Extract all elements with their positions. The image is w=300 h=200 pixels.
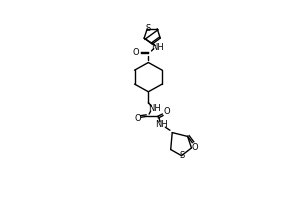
Text: NH: NH <box>148 104 161 113</box>
Text: S: S <box>146 24 151 33</box>
Text: O: O <box>164 107 170 116</box>
Text: NH: NH <box>155 120 168 129</box>
Text: O: O <box>191 143 198 152</box>
Text: S: S <box>180 151 185 160</box>
Text: O: O <box>134 114 141 123</box>
Text: NH: NH <box>151 43 164 52</box>
Text: O: O <box>133 48 140 57</box>
